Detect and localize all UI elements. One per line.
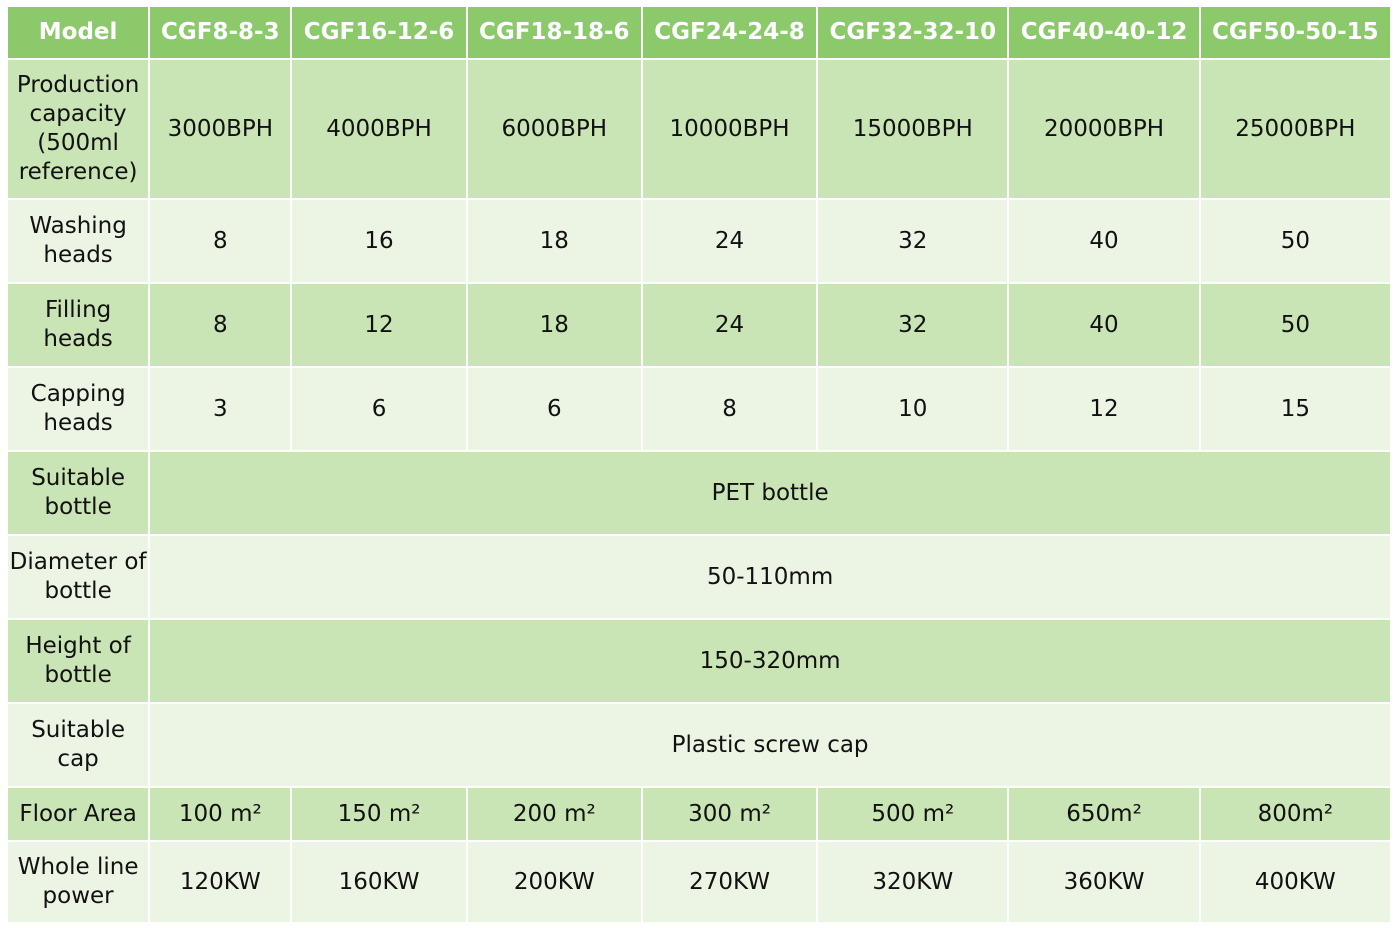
- table-cell: 160KW: [292, 842, 466, 922]
- table-cell: 320KW: [818, 842, 1008, 922]
- row-label-floor: Floor Area: [8, 788, 149, 840]
- table-cell: 24: [642, 284, 817, 366]
- table-cell: 6: [292, 368, 466, 450]
- table-cell: 40: [1009, 284, 1199, 366]
- table-cell: 15: [1200, 368, 1390, 450]
- table-cell: 50: [1200, 200, 1390, 282]
- header-model: CGF8-8-3: [150, 7, 291, 58]
- table-cell: 12: [292, 284, 466, 366]
- table-cell: 3: [150, 368, 291, 450]
- table-cell: 18: [467, 284, 641, 366]
- row-label-power: Whole line power: [8, 842, 149, 922]
- table-cell: 8: [150, 284, 291, 366]
- table-row-power: Whole line power 120KW 160KW 200KW 270KW…: [8, 842, 1390, 922]
- row-label-filling: Filling heads: [8, 284, 149, 366]
- table-cell: 16: [292, 200, 466, 282]
- table-row-washing: Washing heads 8 16 18 24 32 40 50: [8, 200, 1390, 282]
- table-cell: 20000BPH: [1009, 60, 1199, 198]
- table-cell: 24: [642, 200, 817, 282]
- table-cell: 400KW: [1200, 842, 1390, 922]
- row-label-capacity: Production capacity (500ml reference): [8, 60, 149, 198]
- table-cell: 8: [642, 368, 817, 450]
- table-cell: 4000BPH: [292, 60, 466, 198]
- header-model-label: Model: [8, 7, 149, 58]
- header-row: Model CGF8-8-3 CGF16-12-6 CGF18-18-6 CGF…: [8, 7, 1390, 58]
- table-row-floor: Floor Area 100 m² 150 m² 200 m² 300 m² 5…: [8, 788, 1390, 840]
- row-label-capping: Capping heads: [8, 368, 149, 450]
- merged-cell-bottle: PET bottle: [150, 452, 1390, 534]
- table-cell: 15000BPH: [818, 60, 1008, 198]
- table-cell: 3000BPH: [150, 60, 291, 198]
- row-label-cap: Suitable cap: [8, 704, 149, 786]
- row-label-height: Height of bottle: [8, 620, 149, 702]
- table-cell: 10: [818, 368, 1008, 450]
- table-cell: 25000BPH: [1200, 60, 1390, 198]
- table-row-filling: Filling heads 8 12 18 24 32 40 50: [8, 284, 1390, 366]
- table-cell: 650m²: [1009, 788, 1199, 840]
- table-row-height: Height of bottle 150-320mm: [8, 620, 1390, 702]
- header-model: CGF18-18-6: [467, 7, 641, 58]
- table-row-bottle: Suitable bottle PET bottle: [8, 452, 1390, 534]
- table-cell: 120KW: [150, 842, 291, 922]
- header-model: CGF50-50-15: [1200, 7, 1390, 58]
- table-cell: 500 m²: [818, 788, 1008, 840]
- table-row-cap: Suitable cap Plastic screw cap: [8, 704, 1390, 786]
- row-label-bottle: Suitable bottle: [8, 452, 149, 534]
- table-cell: 40: [1009, 200, 1199, 282]
- table-cell: 18: [467, 200, 641, 282]
- table-cell: 32: [818, 284, 1008, 366]
- table-cell: 270KW: [642, 842, 817, 922]
- table-cell: 8: [150, 200, 291, 282]
- table-cell: 200 m²: [467, 788, 641, 840]
- header-model: CGF32-32-10: [818, 7, 1008, 58]
- header-model: CGF40-40-12: [1009, 7, 1199, 58]
- header-model: CGF24-24-8: [642, 7, 817, 58]
- header-model: CGF16-12-6: [292, 7, 466, 58]
- table-cell: 300 m²: [642, 788, 817, 840]
- table-cell: 150 m²: [292, 788, 466, 840]
- table-cell: 360KW: [1009, 842, 1199, 922]
- row-label-washing: Washing heads: [8, 200, 149, 282]
- table-cell: 6000BPH: [467, 60, 641, 198]
- merged-cell-height: 150-320mm: [150, 620, 1390, 702]
- table-cell: 32: [818, 200, 1008, 282]
- table-row-capping: Capping heads 3 6 6 8 10 12 15: [8, 368, 1390, 450]
- table-cell: 800m²: [1200, 788, 1390, 840]
- table-cell: 50: [1200, 284, 1390, 366]
- table-cell: 6: [467, 368, 641, 450]
- spec-table: Model CGF8-8-3 CGF16-12-6 CGF18-18-6 CGF…: [6, 5, 1392, 924]
- table-cell: 200KW: [467, 842, 641, 922]
- merged-cell-cap: Plastic screw cap: [150, 704, 1390, 786]
- merged-cell-diameter: 50-110mm: [150, 536, 1390, 618]
- row-label-diameter: Diameter of bottle: [8, 536, 149, 618]
- table-cell: 100 m²: [150, 788, 291, 840]
- table-cell: 10000BPH: [642, 60, 817, 198]
- table-row-capacity: Production capacity (500ml reference) 30…: [8, 60, 1390, 198]
- table-row-diameter: Diameter of bottle 50-110mm: [8, 536, 1390, 618]
- table-cell: 12: [1009, 368, 1199, 450]
